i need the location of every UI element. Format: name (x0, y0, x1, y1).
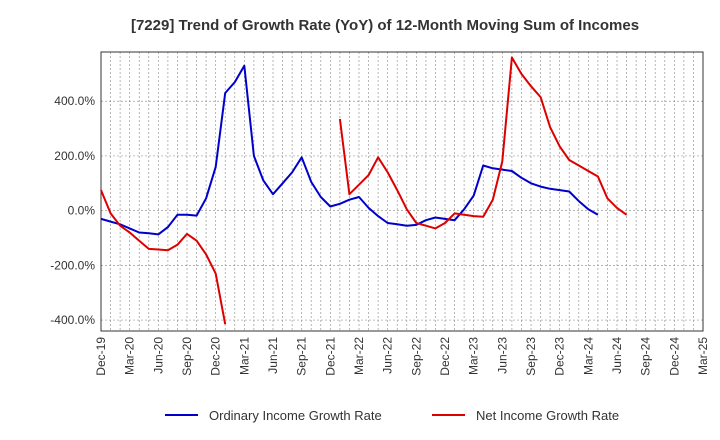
x-tick-label: Mar-22 (352, 337, 366, 375)
x-tick-label: Sep-21 (295, 337, 309, 376)
series-line-net-income (100, 189, 227, 325)
x-tick-label: Jun-20 (151, 337, 165, 374)
x-tick-label: Dec-22 (438, 337, 452, 376)
series-line-ordinary-income (100, 64, 599, 236)
x-tick-label: Mar-24 (581, 337, 595, 375)
legend-label: Net Income Growth Rate (476, 408, 619, 423)
x-tick-label: Dec-19 (94, 337, 108, 376)
x-axis: Dec-19 Mar-20 Jun-20 Sep-20 Dec-20 Mar-21 Jun-… (94, 337, 710, 376)
y-tick-label: -200.0% (50, 258, 95, 272)
x-tick-label: Sep-24 (639, 337, 653, 376)
plot-frame (100, 51, 704, 332)
y-tick-label: 400.0% (54, 94, 95, 108)
x-tick-label: Dec-23 (553, 337, 567, 376)
x-tick-label: Sep-20 (180, 337, 194, 376)
x-tick-label: Dec-21 (323, 337, 337, 376)
x-tick-label: Dec-20 (209, 337, 223, 376)
y-tick-label: -400.0% (50, 313, 95, 327)
y-axis: 400.0% 200.0% 0.0% -200.0% -400.0% (50, 94, 95, 327)
y-tick-label: 0.0% (68, 204, 96, 218)
x-tick-label: Jun-24 (610, 337, 624, 374)
x-tick-label: Jun-23 (495, 337, 509, 374)
x-tick-label: Jun-21 (266, 337, 280, 374)
legend-item: Ordinary Income Growth Rate (165, 408, 382, 423)
x-tick-label: Sep-22 (409, 337, 423, 376)
legend-item: Net Income Growth Rate (432, 408, 619, 423)
legend: Ordinary Income Growth Rate Net Income Gr… (165, 408, 619, 423)
legend-label: Ordinary Income Growth Rate (209, 408, 382, 423)
x-tick-label: Sep-23 (524, 337, 538, 376)
x-tick-label: Mar-20 (123, 337, 137, 375)
x-tick-label: Jun-22 (381, 337, 395, 374)
series-lines (100, 56, 628, 325)
y-tick-label: 200.0% (54, 149, 95, 163)
x-tick-label: Mar-21 (237, 337, 251, 375)
x-tick-label: Dec-24 (667, 337, 681, 376)
grid (100, 52, 704, 331)
x-tick-label: Mar-23 (467, 337, 481, 375)
series-line-net-income (338, 56, 628, 230)
chart-title: [7229] Trend of Growth Rate (YoY) of 12-… (131, 17, 639, 34)
x-tick-label: Mar-25 (696, 337, 710, 375)
